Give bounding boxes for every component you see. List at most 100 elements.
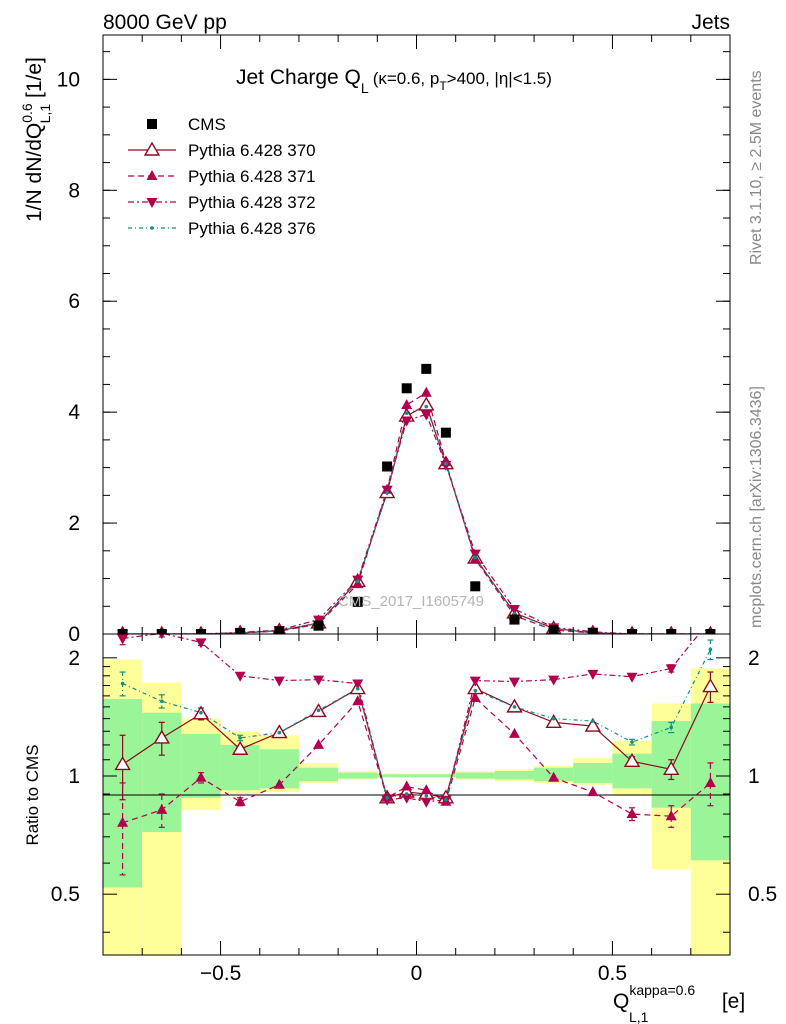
ratio-point-p371: [704, 776, 716, 787]
main-point-p372: [401, 416, 413, 427]
xlabel-sup: kappa=0.6: [629, 982, 695, 998]
ratio-point-p372: [401, 793, 413, 804]
main-point-p371: [420, 386, 432, 397]
main-point-cms: [274, 626, 285, 637]
ratio-point-p371: [587, 786, 599, 797]
ratio-point-p376: [424, 794, 429, 798]
ratio-point-p376: [385, 796, 389, 800]
main-point-p372: [469, 549, 481, 560]
ratio-point-p371: [665, 810, 677, 821]
xlabel-sub: L,1: [629, 1009, 649, 1024]
ratio-point-p376: [120, 681, 125, 686]
ratio-ytick-label-right: 0.5: [748, 883, 777, 906]
legend-marker: [146, 170, 158, 180]
ratio-point-p372: [273, 676, 285, 687]
ratio-point-p376: [708, 647, 713, 652]
ratio-point-p372: [234, 671, 246, 682]
main-ylabel-b: [1/e]: [23, 57, 46, 104]
ratio-ytick-label: 0.5: [51, 883, 80, 906]
ratio-point-p371: [352, 695, 364, 706]
rivet-label: Rivet 3.1.10, ≥ 2.5M events: [748, 70, 765, 265]
main-line-p376: [122, 405, 711, 635]
legend-item-p372: Pythia 6.428 372: [128, 193, 316, 212]
ratio-point-p376: [159, 699, 164, 704]
main-point-cms: [440, 427, 451, 438]
ratio-band-green: [181, 733, 221, 798]
main-point-p376: [444, 461, 448, 466]
ratio-point-p376: [551, 716, 556, 721]
main-plot-area: [103, 35, 730, 634]
xlabel-a: Q: [613, 990, 629, 1013]
ratio-point-p371: [313, 738, 325, 749]
main-point-cms: [382, 461, 393, 472]
main-point-cms: [352, 596, 363, 607]
main-ylabel-a: 1/N dN/dQ: [23, 123, 46, 222]
ratio-point-p370: [623, 752, 641, 768]
ratio-panel: 0.5 0.5 1 1 2 2 −0.5 0 0.5 Ratio to CMS Qkappa=0…: [23, 633, 777, 1024]
ratio-point-p370: [584, 717, 602, 732]
main-ytick-label: 10: [57, 68, 80, 91]
header-left: 8000 GeV pp: [103, 11, 227, 34]
watermark: CMS_2017_I1605749: [338, 593, 484, 610]
legend-marker: [147, 119, 157, 129]
main-point-p376: [355, 579, 360, 584]
legend-label: CMS: [188, 115, 226, 134]
xtick-label: 0: [411, 962, 423, 985]
ratio-point-p376: [277, 730, 282, 735]
ratio-point-p372: [420, 797, 432, 808]
ratio-ytick-label: 2: [68, 647, 80, 670]
main-point-p376: [404, 411, 409, 416]
ratio-point-p372: [626, 672, 638, 683]
main-ytick-label: 6: [68, 290, 80, 313]
ratio-point-p372: [381, 795, 393, 806]
main-point-p372: [313, 615, 325, 626]
ratio-point-p370: [545, 713, 562, 729]
main-ytick-label: 8: [68, 179, 80, 202]
main-ytick-label: 2: [68, 512, 80, 535]
main-line-p372: [122, 413, 711, 635]
ratio-point-p376: [512, 705, 517, 709]
ratio-ytick-label: 1: [68, 765, 80, 788]
ratio-point-p372: [508, 677, 520, 688]
legend-label: Pythia 6.428 370: [188, 141, 316, 160]
main-point-cms: [421, 363, 432, 374]
title-params-a: (κ=0.6, p: [373, 69, 440, 88]
ratio-point-p371: [117, 816, 129, 827]
main-point-p372: [420, 410, 432, 421]
ratio-point-p372: [158, 634, 165, 640]
main-point-cms: [587, 627, 598, 638]
ratio-band-green: [494, 770, 535, 780]
xlabel-b: [e]: [716, 990, 745, 1013]
ratio-point-p376: [669, 725, 674, 730]
legend-item-p370: Pythia 6.428 370: [128, 141, 316, 160]
ratio-point-p376: [199, 710, 203, 715]
ratio-point-p376: [355, 686, 360, 691]
legend-item-cms: CMS: [147, 115, 226, 134]
ratio-point-p376: [630, 740, 634, 744]
title-params-sub: T: [439, 79, 447, 93]
ratio-point-p376: [238, 736, 242, 740]
main-point-p372: [440, 460, 452, 471]
main-ylabel-sub: L,1: [37, 104, 53, 124]
ratio-point-p372: [352, 679, 364, 690]
ratio-point-p371: [156, 803, 168, 814]
ratio-point-p376: [591, 719, 595, 723]
ratio-point-p372: [587, 669, 599, 680]
main-ytick-label: 4: [68, 401, 80, 424]
title-main: Jet Charge Q: [236, 66, 361, 89]
chart-title: Jet Charge QL (κ=0.6, pT>400, |η|<1.5): [236, 66, 552, 96]
ratio-point-p370: [153, 729, 170, 744]
ratio-line-p376: [122, 649, 711, 801]
legend-item-p376: Pythia 6.428 376: [128, 219, 316, 238]
xlabel: Qkappa=0.6 L,1 [e]: [613, 982, 745, 1024]
legend-item-p371: Pythia 6.428 371: [128, 167, 316, 186]
ratio-point-p372: [313, 675, 325, 686]
main-point-cms: [235, 627, 246, 638]
ratio-line-p372: [122, 634, 700, 803]
ratio-point-p372: [195, 638, 207, 649]
ratio-series: [114, 634, 719, 876]
ratio-point-p372: [665, 664, 677, 675]
main-panel: 0 2 4 6 8 10 Jet Charge QL (κ=0.6, pT>400, |η|…: [19, 34, 731, 646]
ratio-band-green: [416, 774, 437, 778]
